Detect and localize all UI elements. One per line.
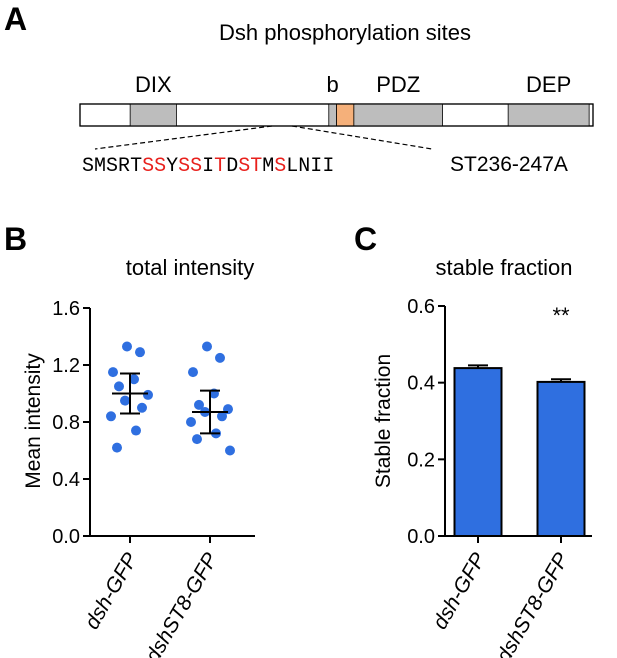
bar (453, 367, 503, 537)
data-point (225, 445, 235, 456)
data-point (114, 381, 124, 392)
sequence-residue: I (202, 155, 214, 178)
bar-chart: 0.0 0.2 0.4 0.6 dsh-GFP dshST8-GFP ** (407, 296, 592, 658)
sequence-residue: T (250, 155, 262, 178)
data-point (202, 341, 212, 352)
domain-label: DIX (135, 72, 172, 97)
sequence-residue: S (190, 155, 202, 178)
data-point (194, 399, 204, 410)
panel-a-title: Dsh phosphorylation sites (219, 20, 471, 45)
domain-label: DEP (526, 72, 571, 97)
sequence-residue: S (106, 155, 118, 178)
data-point (143, 389, 153, 400)
protein-bar-outline (79, 103, 594, 127)
sequence-residue: T (130, 155, 142, 178)
data-point (108, 367, 118, 378)
bar (536, 380, 586, 537)
sequence-residue: R (118, 155, 130, 178)
x-tick-label: dshST8-GFP (492, 549, 573, 658)
domain-block (507, 103, 590, 127)
sequence-residue: M (94, 155, 106, 178)
domain-block (328, 103, 337, 127)
sequence-residue: S (82, 155, 94, 178)
data-point (129, 374, 139, 385)
sequence-residue: M (262, 155, 274, 178)
sequence-residue: I (310, 155, 322, 178)
y-tick-label: 1.2 (52, 355, 80, 377)
data-point (120, 395, 130, 406)
sequence-residue: S (142, 155, 154, 178)
mutant-label: ST236-247A (450, 153, 568, 176)
zoom-line-left (94, 125, 273, 150)
panel-b-title: total intensity (126, 255, 254, 280)
y-tick-label: 0.0 (407, 526, 435, 548)
sequence-residue: N (298, 155, 310, 178)
y-tick-label: 0.2 (407, 449, 435, 471)
domain-block (336, 103, 355, 127)
domain-diagram: DIX b PDZ DEP (79, 72, 594, 127)
x-tick-label: dsh-GFP (428, 549, 490, 633)
data-point (188, 367, 198, 378)
sequence-residue: Y (166, 155, 178, 178)
data-point (192, 434, 202, 445)
y-tick-label: 0.6 (407, 296, 435, 318)
domain-label: PDZ (376, 72, 420, 97)
y-tick-label: 0.8 (52, 412, 80, 434)
panel-c-ylabel: Stable fraction (372, 354, 395, 488)
domain-label: b (327, 72, 339, 97)
data-point (135, 347, 145, 358)
data-point (122, 341, 132, 352)
zoom-line-right (291, 125, 433, 150)
y-tick-label: 0.4 (407, 373, 435, 395)
x-tick-label: dsh-GFP (80, 549, 142, 633)
y-tick-label: 1.6 (52, 298, 80, 320)
sequence-residue: S (154, 155, 166, 178)
data-point (217, 411, 227, 422)
data-point (112, 442, 122, 453)
data-point (215, 352, 225, 363)
panel-b-ylabel: Mean intensity (22, 353, 45, 489)
panel-a-letter: A (4, 1, 27, 37)
domain-block (353, 103, 443, 127)
data-point (106, 411, 116, 422)
data-point (186, 417, 196, 427)
sequence-residue: S (274, 155, 286, 178)
panel-c-title: stable fraction (436, 255, 573, 280)
sequence-residue: T (214, 155, 226, 178)
data-point (137, 402, 147, 413)
x-tick-label: dshST8-GFP (141, 549, 222, 658)
sequence-residue: I (322, 155, 334, 178)
data-point (131, 425, 141, 436)
sequence-residue: D (226, 155, 238, 178)
panel-b-letter: B (4, 221, 27, 257)
y-tick-label: 0.0 (52, 526, 80, 548)
domain-block (129, 103, 177, 127)
sequence-residue: S (178, 155, 190, 178)
sequence-residue: S (238, 155, 250, 178)
y-tick-label: 0.4 (52, 469, 80, 491)
phospho-sequence: SMSRTSSYSSITDSTMSLNII (82, 155, 334, 178)
sequence-residue: L (286, 155, 298, 178)
panel-c-letter: C (354, 221, 377, 257)
significance-marker: ** (552, 303, 570, 328)
